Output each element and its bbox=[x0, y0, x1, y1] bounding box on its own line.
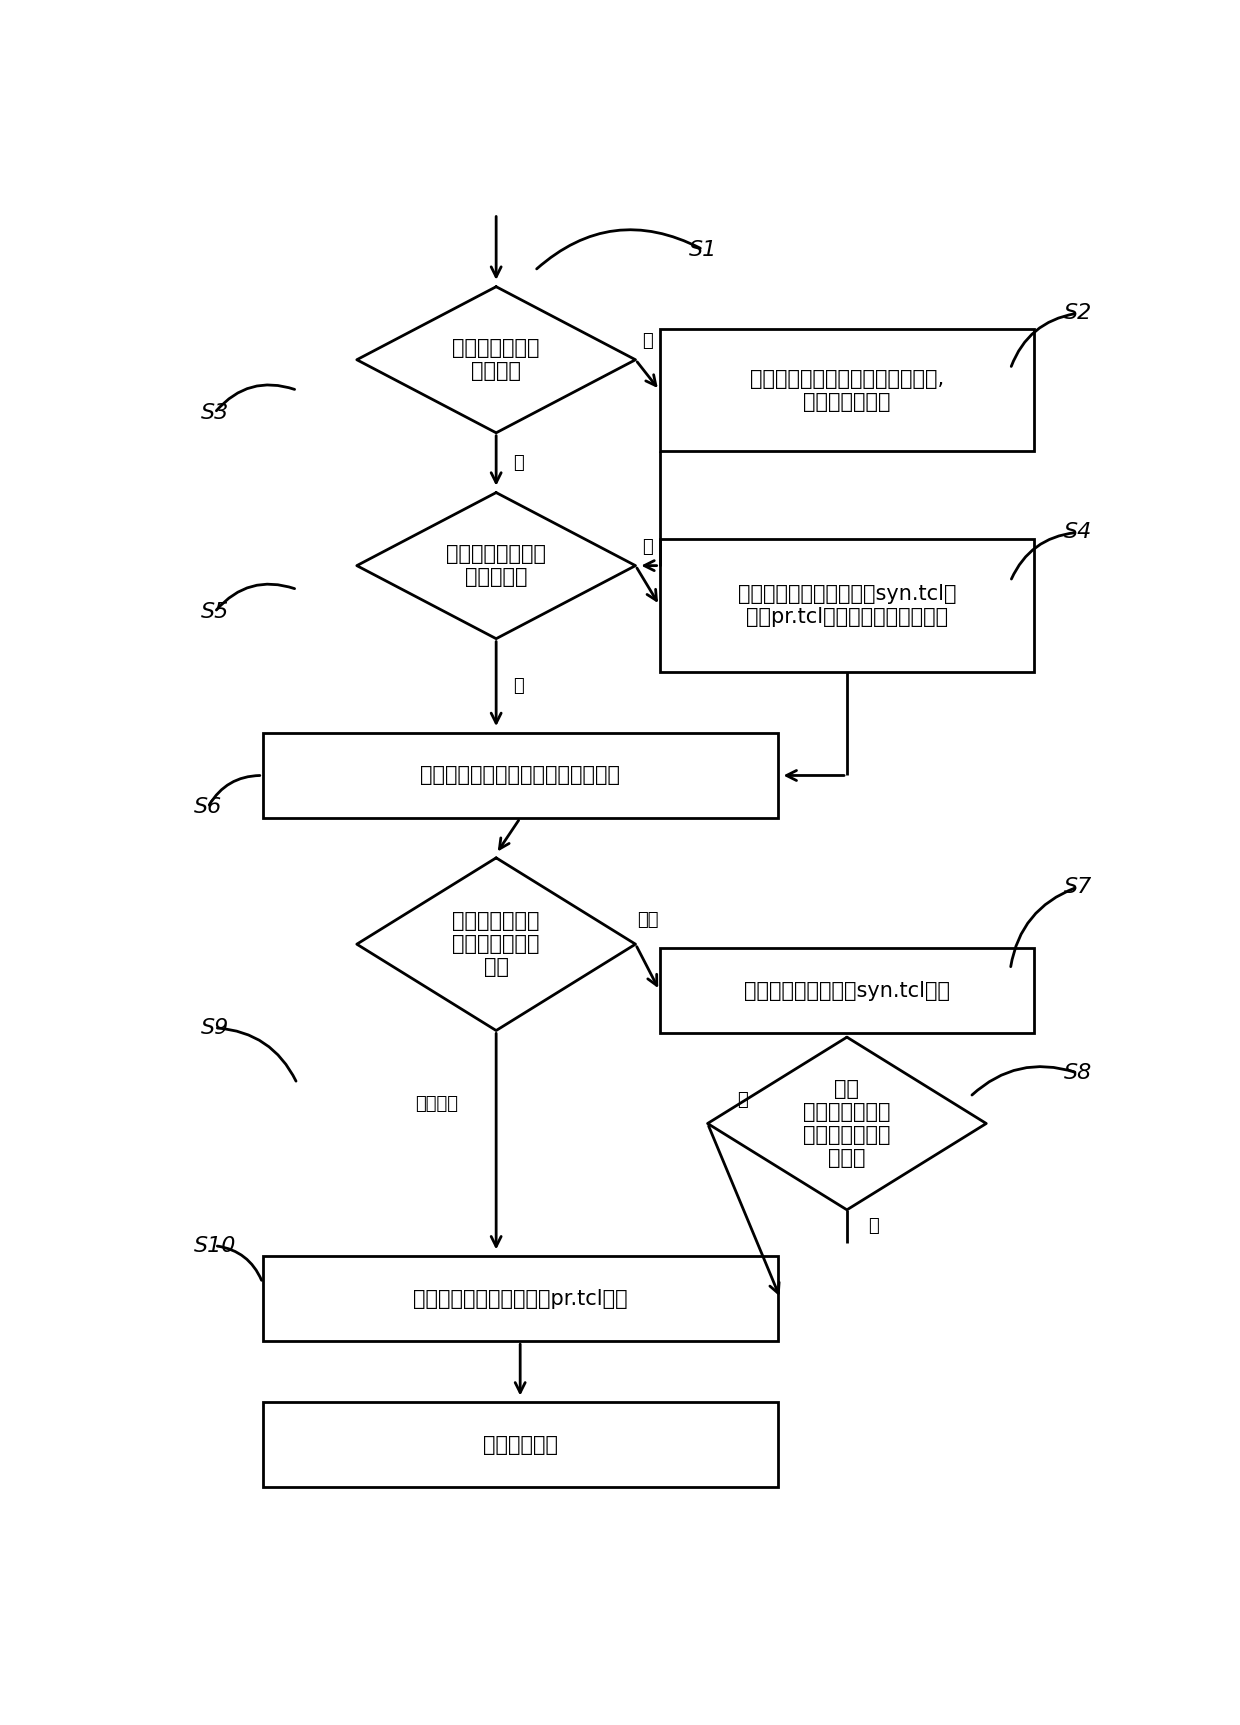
Text: S7: S7 bbox=[1064, 876, 1091, 897]
Text: 判断是否存在旧的
工程文件夹: 判断是否存在旧的 工程文件夹 bbox=[446, 543, 546, 586]
Bar bbox=[660, 949, 1034, 1033]
Text: 启动综合工具，调用syn.tcl文件: 启动综合工具，调用syn.tcl文件 bbox=[744, 982, 950, 1000]
Text: 是: 是 bbox=[513, 676, 525, 695]
Text: S8: S8 bbox=[1064, 1063, 1091, 1083]
Text: 否: 否 bbox=[642, 538, 653, 555]
Text: S1: S1 bbox=[688, 240, 717, 259]
Text: 否: 否 bbox=[868, 1216, 879, 1235]
Text: 根据参数化的器件选择和工程目录,
建立工程文件夹: 根据参数化的器件选择和工程目录, 建立工程文件夹 bbox=[750, 369, 944, 412]
Text: 判断工程文件夹
是否建立: 判断工程文件夹 是否建立 bbox=[453, 338, 539, 381]
Bar bbox=[263, 1256, 777, 1342]
Bar bbox=[263, 733, 777, 818]
Text: 否: 否 bbox=[642, 333, 653, 350]
Bar bbox=[660, 329, 1034, 452]
Text: 是: 是 bbox=[738, 1090, 748, 1109]
Text: S5: S5 bbox=[201, 602, 228, 623]
Text: 启动布局布线工具，调用pr.tcl文件: 启动布局布线工具，调用pr.tcl文件 bbox=[413, 1289, 627, 1309]
Bar bbox=[263, 1402, 777, 1487]
Text: 综合: 综合 bbox=[637, 911, 658, 930]
Text: S2: S2 bbox=[1064, 304, 1091, 323]
Text: S10: S10 bbox=[193, 1235, 236, 1256]
Text: S9: S9 bbox=[201, 1018, 228, 1038]
Text: S3: S3 bbox=[201, 404, 228, 423]
Text: S6: S6 bbox=[193, 797, 222, 818]
Text: 输出各类报告: 输出各类报告 bbox=[482, 1435, 558, 1454]
Text: 判断工程文件夹
是综合还是布局
布线: 判断工程文件夹 是综合还是布局 布线 bbox=[453, 911, 539, 978]
Bar bbox=[660, 540, 1034, 673]
Text: 布局布线: 布局布线 bbox=[414, 1095, 458, 1113]
Text: 是: 是 bbox=[513, 454, 525, 471]
Text: 判断
综合后的工程文
件夹是否进行布
局布线: 判断 综合后的工程文 件夹是否进行布 局布线 bbox=[804, 1078, 890, 1168]
Text: 按照当时工程文件夹的时间进行备份: 按照当时工程文件夹的时间进行备份 bbox=[420, 766, 620, 785]
Text: 建立新的工程文件夹，将syn.tcl文
件和pr.tcl文件复制到此文件夹下: 建立新的工程文件夹，将syn.tcl文 件和pr.tcl文件复制到此文件夹下 bbox=[738, 583, 956, 628]
Text: S4: S4 bbox=[1064, 523, 1091, 542]
